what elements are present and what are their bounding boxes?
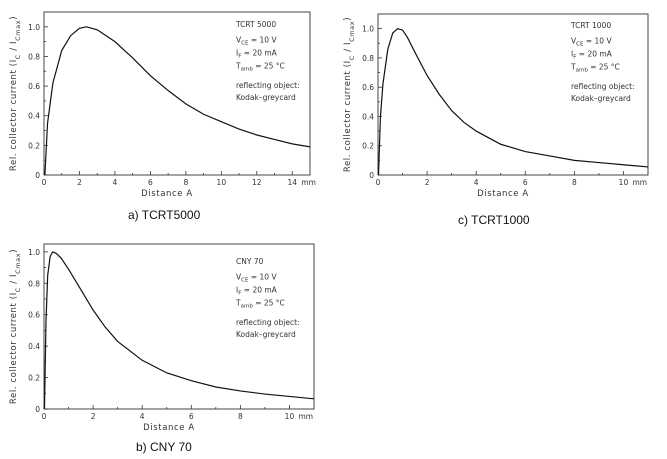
- x-axis-title: Distance A: [141, 189, 193, 199]
- x-tick-label: 0: [42, 178, 47, 187]
- y-tick-label: 0.6: [362, 83, 374, 92]
- x-unit-label: mm: [298, 412, 313, 421]
- y-axis-title: Rel. collector current (IC / ICmax): [9, 16, 22, 171]
- annotation-vce: VCE = 10 V: [236, 36, 277, 47]
- x-tick-label: 8: [183, 178, 188, 187]
- annotation-object-line2: Kodak–greycard: [571, 94, 631, 103]
- y-tick-label: 0.6: [28, 82, 40, 91]
- chart-title: TCRT 5000: [235, 20, 276, 29]
- y-tick-label: 0.4: [28, 112, 40, 121]
- caption-cny70: b) CNY 70: [136, 440, 192, 454]
- x-tick-label: 8: [238, 412, 243, 421]
- x-tick-label: 6: [148, 178, 153, 187]
- y-tick-label: 0.8: [28, 279, 40, 288]
- x-tick-label: 4: [474, 178, 479, 187]
- x-unit-label: mm: [301, 178, 316, 187]
- annotation-tamb: Tamb = 25 °C: [235, 299, 285, 310]
- x-tick-label: 2: [425, 178, 430, 187]
- annotation-object-line1: reflecting object:: [571, 82, 635, 91]
- chart-title: CNY 70: [236, 257, 264, 266]
- y-tick-label: 1.0: [362, 25, 374, 34]
- y-tick-label: 0.4: [28, 342, 40, 351]
- y-tick-label: 0.8: [28, 52, 40, 61]
- y-axis-title: Rel. collector current (IC / ICmax): [9, 249, 22, 404]
- y-tick-label: 0.2: [28, 141, 40, 150]
- x-tick-label: 10: [285, 412, 295, 421]
- x-tick-label: 10: [217, 178, 227, 187]
- annotation-tamb: Tamb = 25 °C: [570, 63, 620, 74]
- x-axis-title: Distance A: [143, 423, 195, 433]
- y-tick-label: 0: [35, 171, 40, 180]
- y-tick-label: 1.0: [28, 248, 40, 257]
- data-line: [377, 27, 649, 176]
- y-tick-label: 1.0: [28, 23, 40, 32]
- x-axis-title: Distance A: [477, 189, 529, 199]
- x-tick-label: 12: [252, 178, 262, 187]
- x-tick-label: 8: [572, 178, 577, 187]
- x-tick-label: 10: [619, 178, 629, 187]
- annotation-object-line1: reflecting object:: [236, 318, 300, 327]
- y-tick-label: 0.2: [362, 142, 374, 151]
- y-tick-label: 0.4: [362, 112, 374, 121]
- y-tick-label: 0: [35, 405, 40, 414]
- annotation-if: IF = 20 mA: [236, 286, 278, 297]
- annotation-vce: VCE = 10 V: [236, 273, 277, 284]
- data-line: [44, 26, 311, 176]
- x-unit-label: mm: [632, 178, 647, 187]
- x-tick-label: 2: [91, 412, 96, 421]
- x-tick-label: 0: [376, 178, 381, 187]
- x-tick-label: 14: [287, 178, 297, 187]
- plot-frame: [43, 11, 311, 176]
- y-tick-label: 0.2: [28, 374, 40, 383]
- x-tick-label: 6: [189, 412, 194, 421]
- annotation-object-line1: reflecting object:: [236, 81, 300, 90]
- y-tick-label: 0: [369, 171, 374, 180]
- x-tick-label: 2: [77, 178, 82, 187]
- x-tick-label: 4: [140, 412, 145, 421]
- annotation-if: IF = 20 mA: [571, 50, 613, 61]
- annotation-vce: VCE = 10 V: [571, 37, 612, 48]
- plot-frame: [377, 13, 649, 176]
- x-tick-label: 0: [42, 412, 47, 421]
- y-axis-title: Rel. collector current (IC / ICmax): [343, 17, 356, 172]
- x-tick-label: 4: [113, 178, 118, 187]
- y-tick-label: 0.6: [28, 311, 40, 320]
- chart-title: TCRT 1000: [570, 21, 611, 30]
- plot-frame: [43, 243, 315, 410]
- caption-tcrt1000: c) TCRT1000: [458, 213, 530, 227]
- annotation-if: IF = 20 mA: [236, 49, 278, 60]
- y-tick-label: 0.8: [362, 54, 374, 63]
- x-tick-label: 6: [523, 178, 528, 187]
- annotation-tamb: Tamb = 25 °C: [235, 62, 285, 73]
- annotation-object-line2: Kodak–greycard: [236, 330, 296, 339]
- data-line: [43, 251, 315, 410]
- annotation-object-line2: Kodak–greycard: [236, 93, 296, 102]
- caption-tcrt5000: a) TCRT5000: [128, 208, 201, 222]
